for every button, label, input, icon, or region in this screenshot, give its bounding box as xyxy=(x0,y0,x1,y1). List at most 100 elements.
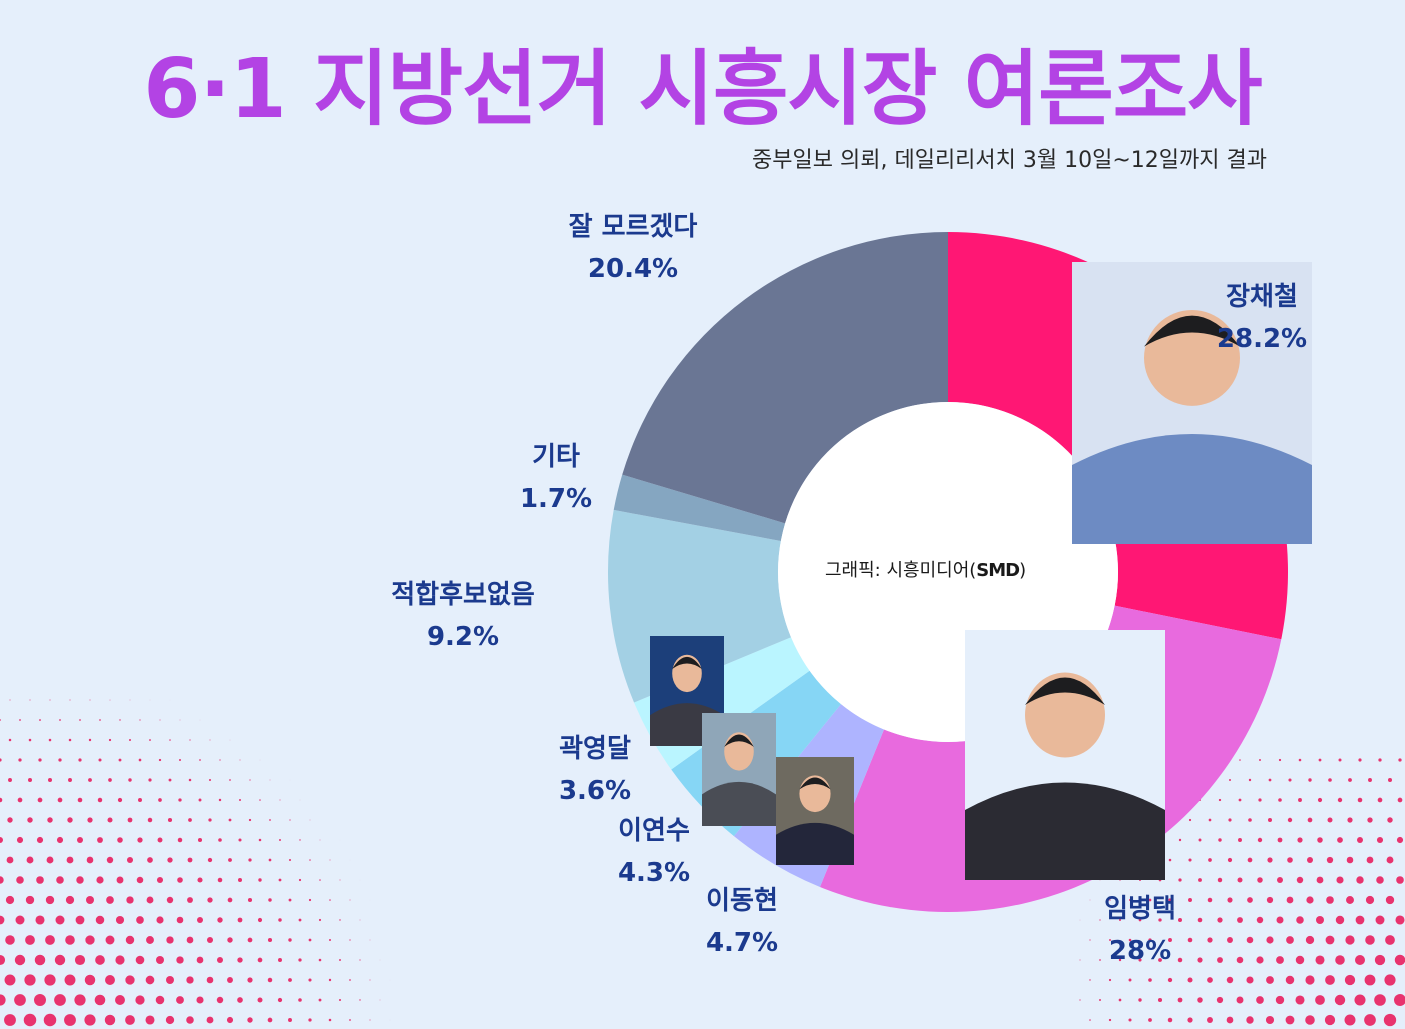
decorative-dot xyxy=(258,878,262,882)
decorative-dot xyxy=(288,898,292,902)
decorative-dot xyxy=(1236,996,1244,1004)
decorative-dot xyxy=(39,719,41,721)
decorative-dot xyxy=(207,897,213,903)
decorative-dot xyxy=(149,739,151,741)
decorative-dot xyxy=(1287,817,1293,823)
decorative-dot xyxy=(8,778,12,782)
decorative-dot xyxy=(35,915,45,925)
decorative-dot xyxy=(247,937,253,943)
decorative-dot xyxy=(115,915,125,925)
decorative-dot xyxy=(96,876,104,884)
decorative-dot xyxy=(1278,798,1282,802)
decorative-dot xyxy=(1128,898,1132,902)
decorative-dot xyxy=(0,797,3,803)
decorative-dot xyxy=(239,759,241,761)
decorative-dot xyxy=(259,799,261,801)
decorative-dot xyxy=(128,778,132,782)
decorative-dot xyxy=(1256,956,1264,964)
decorative-dot xyxy=(117,797,123,803)
decorative-dot xyxy=(1265,1015,1275,1025)
decorative-dot xyxy=(1298,758,1302,762)
decorative-dot xyxy=(1328,778,1332,782)
decorative-dot xyxy=(25,895,35,905)
decorative-dot xyxy=(165,1015,175,1025)
decorative-dot xyxy=(298,918,302,922)
decorative-dot xyxy=(1188,898,1192,902)
decorative-dot xyxy=(74,954,86,966)
decorative-dot xyxy=(278,918,282,922)
decorative-dot xyxy=(94,994,106,1006)
decorative-dot xyxy=(298,878,302,882)
credit-prefix: 그래픽: 시흥미디어( xyxy=(825,560,977,581)
decorative-dot xyxy=(37,797,43,803)
decorative-dot xyxy=(1354,954,1366,966)
decorative-dot xyxy=(237,997,243,1003)
person-photo xyxy=(702,713,776,826)
decorative-dot xyxy=(308,1018,312,1022)
decorative-dot xyxy=(1187,937,1193,943)
decorative-dot xyxy=(1148,978,1152,982)
slice-value: 9.2% xyxy=(426,622,500,652)
decorative-dot xyxy=(44,974,56,986)
decorative-dot xyxy=(87,817,93,823)
decorative-dot xyxy=(36,876,44,884)
decorative-dot xyxy=(198,798,202,802)
decorative-dot xyxy=(247,897,253,903)
decorative-dot xyxy=(125,935,135,945)
decorative-dot xyxy=(68,738,72,742)
decorative-dot xyxy=(14,954,26,966)
decorative-dot xyxy=(146,896,154,904)
slice-name: 곽영달 xyxy=(559,734,631,764)
decorative-dot xyxy=(1374,954,1386,966)
decorative-dot xyxy=(125,1015,135,1025)
chart-subtitle: 중부일보 의뢰, 데일리리서치 3월 10일~12일까지 결과 xyxy=(752,148,1267,173)
decorative-dot xyxy=(1355,915,1365,925)
decorative-dot xyxy=(359,959,361,961)
decorative-dot xyxy=(226,1016,234,1024)
decorative-dot xyxy=(216,996,224,1004)
decorative-dot xyxy=(1325,935,1335,945)
decorative-dot xyxy=(1344,1014,1356,1026)
decorative-dot xyxy=(1079,999,1081,1001)
decorative-dot xyxy=(1356,876,1364,884)
decorative-dot xyxy=(147,817,153,823)
decorative-dot xyxy=(228,818,232,822)
decorative-dot xyxy=(65,935,75,945)
decorative-dot xyxy=(1266,976,1274,984)
decorative-dot xyxy=(1217,917,1223,923)
decorative-dot xyxy=(97,797,103,803)
decorative-dot xyxy=(328,938,332,942)
decorative-dot xyxy=(216,956,224,964)
decorative-dot xyxy=(166,896,174,904)
decorative-dot xyxy=(1237,917,1243,923)
decorative-dot xyxy=(16,836,24,844)
decorative-dot xyxy=(1157,997,1163,1003)
decorative-dot xyxy=(148,778,152,782)
decorative-dot xyxy=(1384,974,1396,986)
person-photo xyxy=(776,757,854,865)
decorative-dot xyxy=(228,858,232,862)
slice-name: 임병택 xyxy=(1104,894,1176,924)
decorative-dot xyxy=(1247,897,1253,903)
slice-name: 적합후보없음 xyxy=(391,580,535,610)
decorative-dot xyxy=(199,759,201,761)
decorative-dot xyxy=(237,917,243,923)
decorative-dot xyxy=(1285,1015,1295,1025)
decorative-dot xyxy=(34,994,46,1006)
chart-title: 6·1 지방선거 시흥시장 여론조사 xyxy=(143,42,1262,137)
decorative-dot xyxy=(1138,998,1142,1002)
slice-value: 28% xyxy=(1108,936,1172,966)
decorative-dot xyxy=(147,857,153,863)
decorative-dot xyxy=(187,857,193,863)
slice-value: 28.2% xyxy=(1216,324,1308,354)
smd-logo: SMD xyxy=(976,560,1020,581)
decorative-dot xyxy=(227,937,233,943)
decorative-dot xyxy=(359,999,361,1001)
decorative-dot xyxy=(1398,758,1402,762)
decorative-dot xyxy=(56,836,64,844)
decorative-dot xyxy=(139,719,141,721)
decorative-dot xyxy=(68,778,72,782)
decorative-dot xyxy=(308,898,312,902)
decorative-dot xyxy=(1119,919,1121,921)
decorative-dot xyxy=(126,896,134,904)
